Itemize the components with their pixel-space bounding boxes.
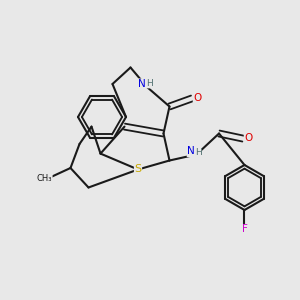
Text: F: F — [242, 224, 248, 235]
Text: N: N — [138, 79, 146, 89]
Text: N: N — [187, 146, 195, 157]
Text: H: H — [146, 79, 153, 88]
Text: H: H — [195, 148, 201, 157]
Text: S: S — [134, 164, 142, 175]
Text: O: O — [244, 133, 253, 143]
Text: CH₃: CH₃ — [37, 174, 52, 183]
Text: O: O — [193, 93, 202, 103]
